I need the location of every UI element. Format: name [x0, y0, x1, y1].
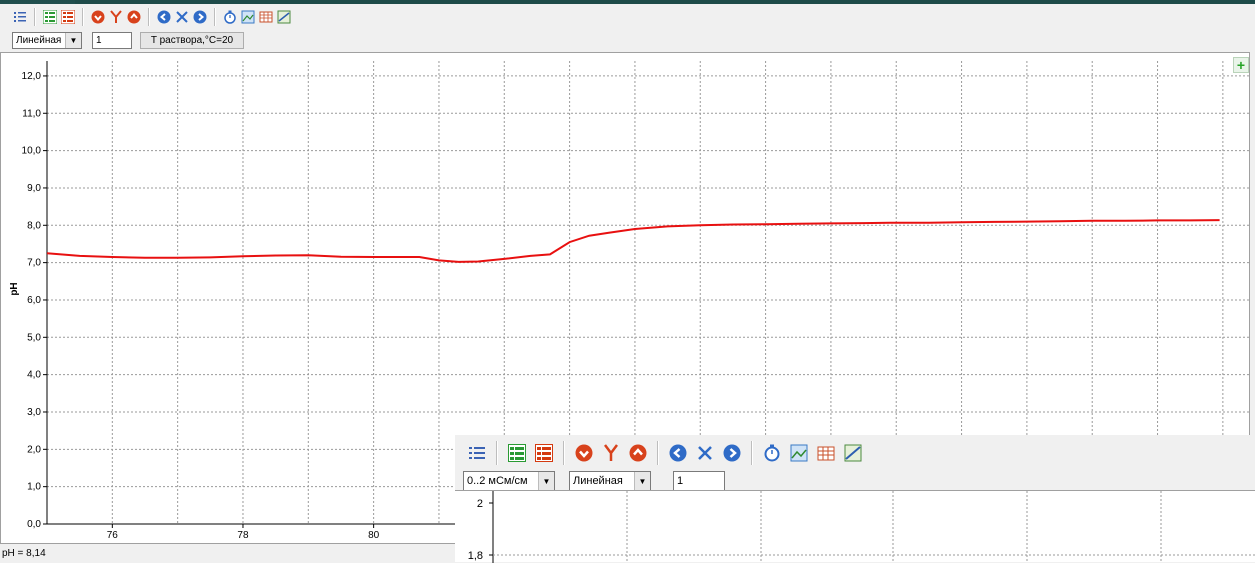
factor-input[interactable]: 1	[92, 32, 132, 49]
arrow-down-icon[interactable]	[572, 442, 596, 464]
arrow-up-icon[interactable]	[626, 442, 650, 464]
sub-toolbar	[465, 441, 865, 465]
y-tick-label: 1,0	[27, 482, 41, 493]
x-tick-label: 80	[368, 530, 380, 541]
toolbar-separator	[751, 441, 753, 465]
y-tick-label: 12,0	[22, 71, 42, 82]
y-tick-label: 1,8	[468, 550, 483, 562]
y-axis-icon[interactable]	[599, 442, 623, 464]
arrow-left-icon[interactable]	[666, 442, 690, 464]
toolbar-separator	[657, 441, 659, 465]
arrow-up-icon[interactable]	[126, 9, 142, 25]
green-list-icon[interactable]	[42, 9, 58, 25]
toolbar-separator	[148, 8, 150, 26]
y-tick-label: 9,0	[27, 183, 41, 194]
scale-select[interactable]: Линейная ▼	[12, 32, 82, 49]
y-axis-label: pH	[9, 282, 20, 295]
x-axis-icon[interactable]	[174, 9, 190, 25]
y-tick-label: 4,0	[27, 370, 41, 381]
range-select-value: 0..2 мСм/см	[467, 475, 528, 487]
arrow-down-icon[interactable]	[90, 9, 106, 25]
y-tick-label: 6,0	[27, 295, 41, 306]
chevron-down-icon[interactable]: ▼	[65, 33, 81, 48]
table-icon[interactable]	[258, 9, 274, 25]
y-tick-label: 3,0	[27, 407, 41, 418]
y-tick-label: 7,0	[27, 258, 41, 269]
status-readout: pH = 8,14	[0, 545, 455, 562]
sub-scale-select[interactable]: Линейная ▼	[569, 471, 651, 491]
chevron-down-icon[interactable]: ▼	[538, 472, 554, 490]
chart-export-icon[interactable]	[841, 442, 865, 464]
chart-export-icon[interactable]	[276, 9, 292, 25]
conductivity-chart-area[interactable]: 2 1,8	[455, 490, 1255, 563]
arrow-right-icon[interactable]	[720, 442, 744, 464]
y-tick-label: 2	[477, 498, 483, 510]
toolbar-separator	[82, 8, 84, 26]
toolbar-separator	[496, 441, 498, 465]
table-icon[interactable]	[814, 442, 838, 464]
toolbar-separator	[214, 8, 216, 26]
range-select[interactable]: 0..2 мСм/см ▼	[463, 471, 555, 491]
toolbar-separator	[563, 441, 565, 465]
list-icon[interactable]	[12, 9, 28, 25]
red-list-icon[interactable]	[60, 9, 76, 25]
red-list-icon[interactable]	[532, 442, 556, 464]
image-export-icon[interactable]	[787, 442, 811, 464]
chevron-down-icon[interactable]: ▼	[634, 472, 650, 490]
conductivity-window: 0..2 мСм/см ▼ Линейная ▼ 1 2 1,8	[455, 435, 1255, 563]
stopwatch-icon[interactable]	[222, 9, 238, 25]
title-strip	[75, 0, 1255, 4]
ph-series-line	[46, 219, 1220, 263]
arrow-left-icon[interactable]	[156, 9, 172, 25]
x-tick-label: 76	[107, 530, 119, 541]
green-list-icon[interactable]	[505, 442, 529, 464]
stopwatch-icon[interactable]	[760, 442, 784, 464]
arrow-right-icon[interactable]	[192, 9, 208, 25]
y-axis-icon[interactable]	[108, 9, 124, 25]
scale-select-value: Линейная	[16, 35, 62, 46]
sub-factor-input[interactable]: 1	[673, 471, 725, 491]
y-tick-label: 8,0	[27, 220, 41, 231]
x-axis-icon[interactable]	[693, 442, 717, 464]
list-icon[interactable]	[465, 442, 489, 464]
y-tick-label: 0,0	[27, 519, 41, 530]
sub-scale-select-value: Линейная	[573, 475, 623, 487]
x-tick-label: 78	[237, 530, 249, 541]
window-top-area	[0, 0, 1255, 32]
y-tick-label: 11,0	[22, 108, 41, 119]
temperature-button[interactable]: T раствора,°C=20	[140, 32, 244, 49]
y-tick-label: 2,0	[27, 444, 41, 455]
image-export-icon[interactable]	[240, 9, 256, 25]
y-tick-label: 10,0	[22, 146, 42, 157]
y-tick-label: 5,0	[27, 332, 41, 343]
conductivity-chart[interactable]: 2 1,8	[455, 491, 1255, 563]
add-graph-icon[interactable]: +	[1233, 57, 1249, 73]
main-toolbar	[12, 8, 292, 26]
toolbar-separator	[34, 8, 36, 26]
